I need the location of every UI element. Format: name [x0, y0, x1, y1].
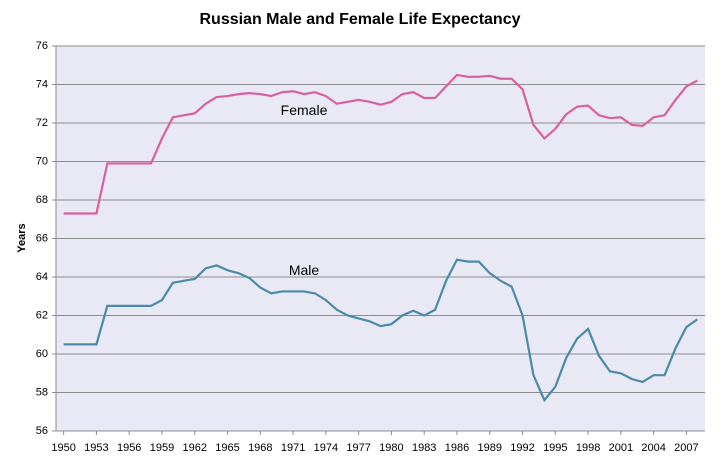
x-tick-label: 1980 — [379, 442, 403, 454]
x-tick-label: 1950 — [51, 442, 75, 454]
x-tick-label: 1965 — [215, 442, 239, 454]
x-tick-label: 1968 — [248, 442, 272, 454]
x-tick-label: 1956 — [117, 442, 141, 454]
x-tick-label: 1953 — [84, 442, 108, 454]
y-tick-label: 66 — [36, 232, 48, 244]
series-line — [63, 258, 698, 403]
series-label: Male — [289, 262, 320, 278]
x-tick-label: 2007 — [674, 442, 698, 454]
y-tick-label: 76 — [36, 40, 48, 52]
y-tick-label: 68 — [36, 194, 48, 206]
y-tick-label: 64 — [36, 271, 48, 283]
y-tick-label: 60 — [36, 348, 48, 360]
x-tick-label: 1995 — [543, 442, 567, 454]
y-tick-label: 70 — [36, 155, 48, 167]
x-tick-label: 1974 — [314, 442, 338, 454]
series-line — [63, 73, 698, 215]
x-tick-label: 1992 — [510, 442, 534, 454]
x-tick-label: 1962 — [183, 442, 207, 454]
x-tick-label: 1989 — [478, 442, 502, 454]
y-tick-label: 56 — [36, 425, 48, 437]
x-tick-label: 2001 — [609, 442, 633, 454]
series-label: Female — [281, 102, 328, 118]
y-tick-label: 72 — [36, 117, 48, 129]
y-axis-label: Years — [16, 223, 28, 252]
x-tick-label: 1998 — [576, 442, 600, 454]
x-tick-label: 1977 — [346, 442, 370, 454]
x-tick-label: 1959 — [150, 442, 174, 454]
y-tick-label: 62 — [36, 309, 48, 321]
x-tick-label: 1971 — [281, 442, 305, 454]
y-tick-label: 74 — [36, 78, 48, 90]
chart-title: Russian Male and Female Life Expectancy — [199, 11, 520, 28]
x-tick-label: 1986 — [445, 442, 469, 454]
x-tick-label: 2004 — [641, 442, 665, 454]
x-tick-label: 1983 — [412, 442, 436, 454]
y-tick-label: 58 — [36, 386, 48, 398]
